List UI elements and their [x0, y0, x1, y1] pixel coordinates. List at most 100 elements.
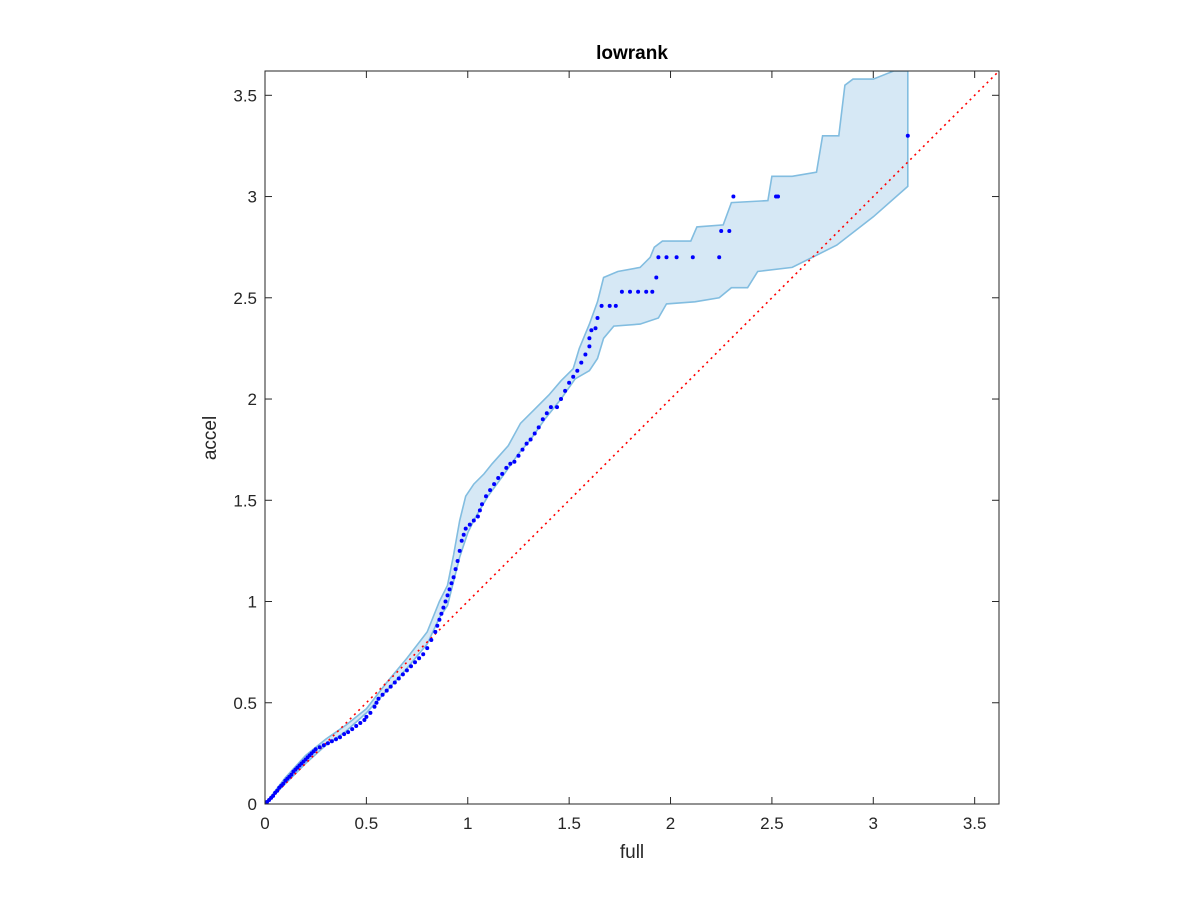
y-tick-label: 3.5 — [233, 86, 257, 105]
data-points — [265, 133, 910, 804]
data-point — [480, 502, 484, 507]
data-point — [364, 714, 369, 719]
plot-area — [265, 71, 999, 804]
data-point — [690, 255, 695, 260]
reference-line — [265, 71, 999, 804]
y-tick-label: 2.5 — [233, 289, 257, 308]
data-point — [437, 617, 442, 622]
data-point — [429, 638, 434, 642]
data-point — [449, 581, 454, 586]
x-tick-label: 1.5 — [557, 814, 581, 833]
chart-title: lowrank — [596, 43, 668, 64]
data-point — [451, 575, 456, 580]
data-point — [595, 316, 600, 320]
data-point — [571, 374, 576, 379]
data-point — [400, 672, 405, 677]
data-point — [587, 344, 592, 349]
data-point — [433, 629, 438, 634]
data-point — [463, 526, 468, 531]
data-point — [674, 255, 679, 260]
data-point — [656, 255, 661, 260]
data-point — [455, 559, 460, 563]
data-point — [471, 518, 476, 523]
data-point — [384, 688, 389, 693]
y-tick-label: 0.5 — [233, 694, 257, 713]
data-point — [453, 567, 458, 572]
x-tick-label: 2 — [666, 814, 675, 833]
data-point — [593, 326, 598, 331]
data-point — [512, 459, 517, 464]
data-point — [587, 336, 592, 341]
x-tick-label: 0 — [260, 814, 269, 833]
data-point — [425, 646, 430, 651]
data-point — [313, 747, 318, 752]
data-point — [719, 229, 724, 233]
data-point — [524, 441, 529, 446]
data-point — [329, 739, 334, 744]
data-point — [362, 718, 367, 722]
data-point — [644, 289, 649, 294]
y-tick-label: 2 — [248, 390, 257, 409]
data-point — [654, 275, 659, 280]
x-tick-label: 3 — [869, 814, 878, 833]
data-point — [664, 255, 669, 260]
data-point — [544, 411, 549, 416]
x-axis-ticks: 0 0.5 1 1.5 2 2.5 3 3.5 — [260, 71, 986, 833]
y-tick-label: 3 — [248, 188, 257, 207]
data-point — [500, 471, 505, 476]
data-point — [380, 692, 385, 697]
data-point — [368, 710, 373, 715]
data-point — [475, 514, 480, 519]
data-point — [520, 447, 525, 452]
data-point — [540, 417, 545, 422]
data-point — [321, 743, 326, 748]
data-point — [555, 405, 559, 410]
data-point — [392, 680, 397, 685]
data-point — [905, 133, 910, 138]
y-axis-label: accel — [200, 416, 221, 460]
data-point — [776, 194, 780, 199]
data-point — [342, 732, 347, 737]
data-point — [338, 735, 342, 740]
data-point — [727, 229, 732, 233]
data-point — [334, 737, 338, 742]
data-point — [275, 788, 280, 793]
data-point — [504, 465, 509, 470]
data-point — [536, 425, 541, 430]
data-point — [374, 700, 379, 705]
y-tick-label: 1.5 — [233, 491, 257, 510]
data-point — [589, 328, 594, 333]
x-tick-label: 0.5 — [355, 814, 379, 833]
data-point — [421, 652, 426, 657]
data-point — [636, 289, 641, 294]
data-point — [467, 522, 472, 527]
y-axis-ticks: 0 0.5 1 1.5 2 2.5 3 3.5 — [233, 86, 999, 814]
data-point — [516, 453, 521, 458]
data-point — [559, 397, 563, 401]
data-point — [607, 303, 612, 308]
data-point — [317, 745, 322, 750]
data-point — [613, 303, 618, 308]
data-point — [457, 548, 462, 553]
axes-box — [264, 70, 1000, 805]
data-point — [376, 696, 381, 701]
data-point — [396, 676, 401, 681]
data-point — [417, 656, 422, 661]
data-point — [563, 388, 568, 393]
data-point — [271, 793, 276, 798]
data-point — [409, 664, 413, 669]
data-point — [358, 721, 363, 725]
data-point — [528, 437, 533, 442]
data-point — [289, 772, 294, 777]
data-point — [599, 303, 604, 308]
x-tick-label: 3.5 — [963, 814, 987, 833]
data-point — [650, 289, 655, 294]
x-tick-label: 1 — [463, 814, 472, 833]
data-point — [404, 668, 409, 673]
data-point — [477, 508, 482, 513]
x-tick-label: 2.5 — [760, 814, 784, 833]
data-point — [619, 289, 624, 294]
data-point — [731, 194, 736, 199]
